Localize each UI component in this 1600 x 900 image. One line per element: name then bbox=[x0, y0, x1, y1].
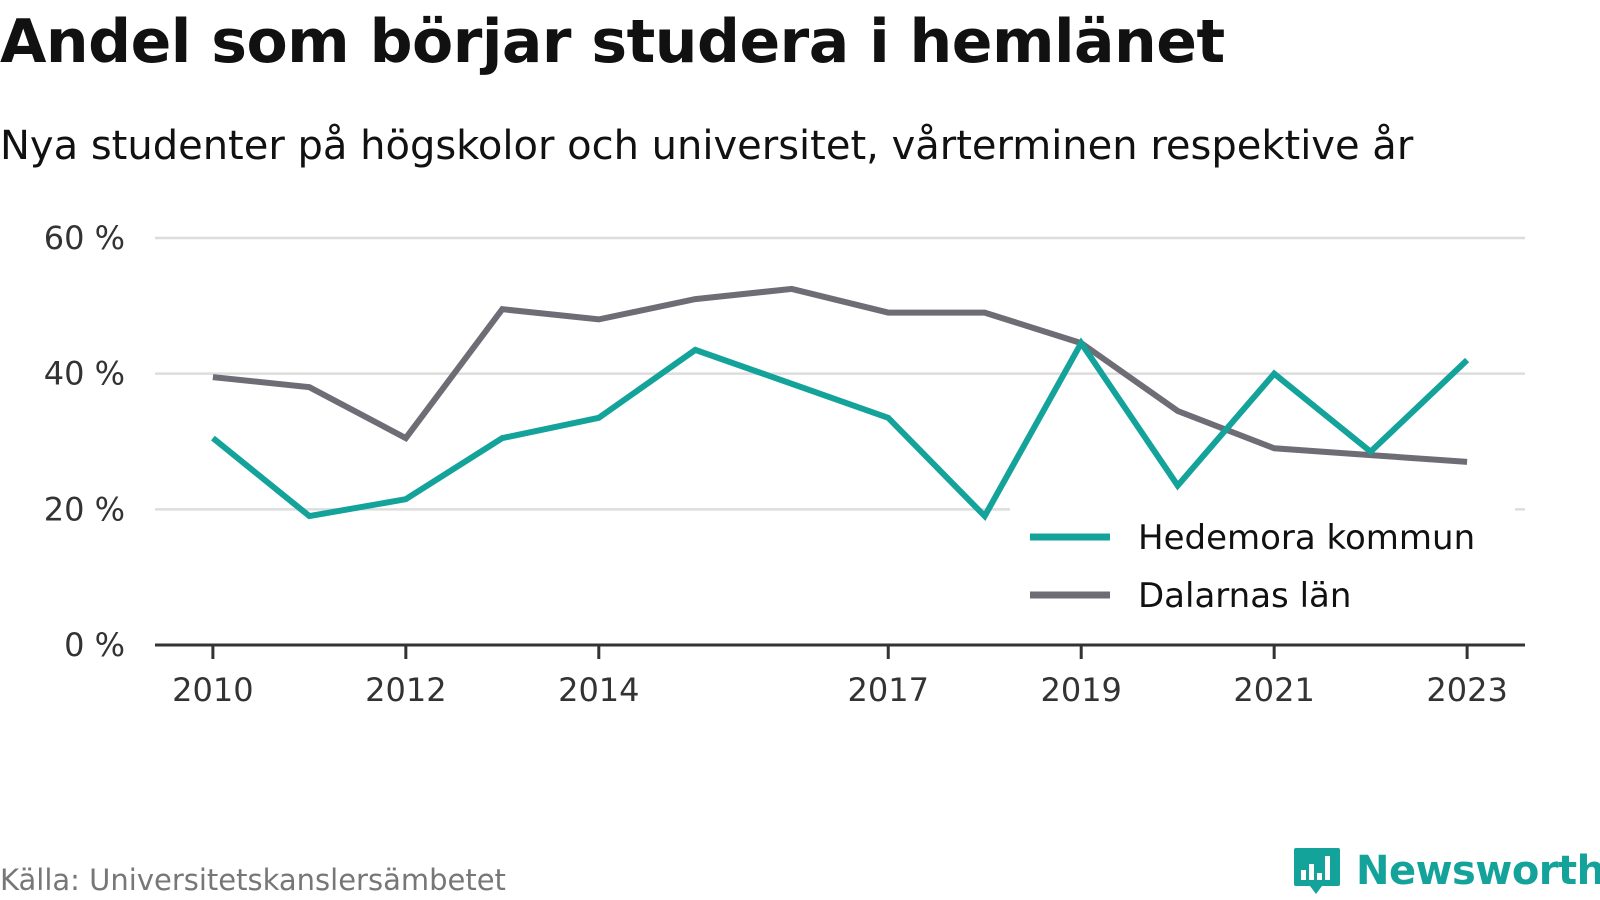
legend-background bbox=[1010, 508, 1515, 623]
x-tick-label: 2023 bbox=[1426, 671, 1507, 709]
line-chart: 0 % 20 % 40 % 60 % 2010 2012 2014 2017 2019 2021… bbox=[44, 219, 1525, 709]
brand-name: Newsworthy bbox=[1356, 848, 1600, 894]
x-tick-label: 2017 bbox=[848, 671, 929, 709]
source-note: Källa: Universitetskanslersämbetet bbox=[0, 863, 506, 897]
series-lines bbox=[211, 285, 1470, 522]
y-axis-tick-labels: 0 % 20 % 40 % 60 % bbox=[44, 219, 125, 664]
x-tick-label: 2012 bbox=[365, 671, 446, 709]
x-tick-label: 2014 bbox=[558, 671, 639, 709]
series-line-1 bbox=[212, 285, 1468, 465]
chart-bubble-icon bbox=[1294, 848, 1340, 894]
newsworthy-logo: Newsworthy bbox=[1292, 842, 1600, 900]
series-line-0 bbox=[211, 337, 1470, 522]
chart-title: Andel som börjar studera i hemlänet bbox=[0, 7, 1225, 77]
legend-label-0: Hedemora kommun bbox=[1138, 518, 1475, 558]
y-tick-label: 60 % bbox=[44, 219, 125, 257]
y-tick-label: 0 % bbox=[64, 626, 125, 664]
legend: Hedemora kommun Dalarnas län bbox=[1010, 508, 1515, 623]
chart-subtitle: Nya studenter på högskolor och universit… bbox=[0, 123, 1414, 169]
y-tick-label: 20 % bbox=[44, 490, 125, 528]
x-tick-label: 2019 bbox=[1040, 671, 1121, 709]
y-tick-label: 40 % bbox=[44, 355, 125, 393]
legend-label-1: Dalarnas län bbox=[1138, 576, 1351, 616]
x-axis-ticks: 2010 2012 2014 2017 2019 2021 2023 bbox=[155, 643, 1525, 709]
x-tick-label: 2021 bbox=[1233, 671, 1314, 709]
grid-lines bbox=[155, 236, 1525, 511]
x-tick-label: 2010 bbox=[172, 671, 253, 709]
